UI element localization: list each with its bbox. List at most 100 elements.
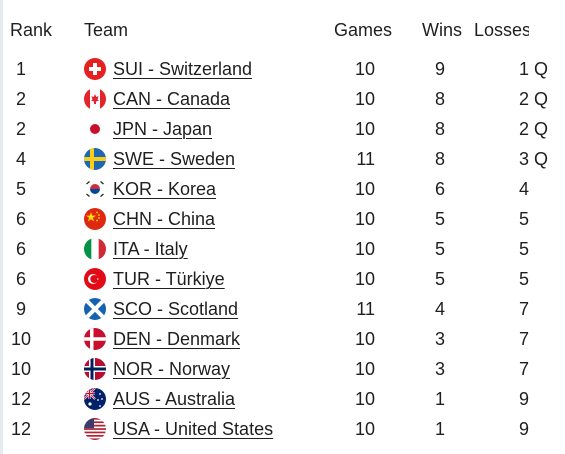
table-row: 12 USA - United States 10 1 9: [0, 414, 560, 444]
wins-cell: 6: [434, 178, 445, 199]
wins-cell: 1: [434, 388, 445, 409]
team-link[interactable]: USA - United States: [113, 418, 274, 439]
wins-cell: 8: [434, 148, 445, 169]
table-row: 4 SWE - Sweden 11 8 3 Q: [0, 144, 560, 174]
wins-cell: 9: [434, 58, 445, 79]
losses-cell: 5: [518, 238, 529, 259]
games-cell: 10: [354, 238, 375, 259]
losses-cell: 2: [518, 88, 529, 109]
qualified-badge: [529, 264, 560, 294]
wins-cell: 5: [434, 208, 445, 229]
team-cell: SWE - Sweden: [82, 144, 322, 174]
team-link[interactable]: CHN - China: [113, 208, 216, 229]
table-row: 12 AUS - Australia 10 1 9: [0, 384, 560, 414]
games-cell: 11: [356, 148, 375, 169]
team-cell: NOR - Norway: [82, 354, 322, 384]
table-row: 2 JPN - Japan 10 8 2 Q: [0, 114, 560, 144]
rank-cell: 6: [15, 268, 26, 289]
wins-cell: 5: [434, 268, 445, 289]
team-link[interactable]: ITA - Italy: [113, 238, 188, 259]
rank-cell: 2: [15, 88, 26, 109]
qualified-badge: [529, 204, 560, 234]
table-row: 6 ITA - Italy 10 5 5: [0, 234, 560, 264]
team-cell: JPN - Japan: [82, 114, 322, 144]
team-cell: SUI - Switzerland: [82, 54, 322, 84]
rank-cell: 2: [15, 118, 26, 139]
losses-cell: 9: [518, 418, 529, 439]
table-row: 9 SCO - Scotland 11 4 7: [0, 294, 560, 324]
qualified-badge: [529, 234, 560, 264]
games-cell: 10: [354, 418, 375, 439]
table-row: 6 CHN - China 10 5 5: [0, 204, 560, 234]
qualified-badge: [529, 414, 560, 444]
table-row: 10 NOR - Norway 10 3 7: [0, 354, 560, 384]
losses-cell: 7: [518, 298, 529, 319]
games-cell: 10: [354, 358, 375, 379]
games-cell: 10: [354, 88, 375, 109]
usa-flag-icon: [84, 418, 106, 440]
qualified-badge: [529, 354, 560, 384]
australia-flag-icon: [84, 388, 106, 410]
team-cell: ITA - Italy: [82, 234, 322, 264]
team-cell: USA - United States: [82, 414, 322, 444]
china-flag-icon: [84, 208, 106, 230]
qualified-badge: Q: [533, 88, 548, 109]
wins-cell: 1: [434, 418, 445, 439]
table-row: 2 CAN - Canada 10 8 2 Q: [0, 84, 560, 114]
qualified-badge: [529, 324, 560, 354]
wins-cell: 4: [434, 298, 445, 319]
wins-cell: 3: [434, 358, 445, 379]
losses-cell: 5: [518, 208, 529, 229]
scotland-flag-icon: [84, 298, 106, 320]
team-link[interactable]: TUR - Türkiye: [113, 268, 225, 289]
team-header: Team: [84, 20, 129, 40]
table-row: 10 DEN - Denmark 10 3 7: [0, 324, 560, 354]
team-link[interactable]: JPN - Japan: [113, 118, 213, 139]
games-cell: 10: [354, 208, 375, 229]
games-header: Games: [333, 20, 392, 40]
wins-cell: 3: [434, 328, 445, 349]
team-cell: DEN - Denmark: [82, 324, 322, 354]
team-link[interactable]: NOR - Norway: [113, 358, 231, 379]
rank-header: Rank: [10, 20, 53, 40]
canada-flag-icon: [84, 88, 106, 110]
rank-cell: 4: [15, 148, 26, 169]
team-link[interactable]: KOR - Korea: [113, 178, 217, 199]
games-cell: 10: [354, 118, 375, 139]
japan-flag-icon: [84, 118, 106, 140]
team-link[interactable]: SWE - Sweden: [113, 148, 236, 169]
denmark-flag-icon: [84, 328, 106, 350]
norway-flag-icon: [84, 358, 106, 380]
losses-cell: 2: [518, 118, 529, 139]
wins-cell: 8: [434, 118, 445, 139]
korea-flag-icon: [84, 178, 106, 200]
table-row: 6 TUR - Türkiye 10 5 5: [0, 264, 560, 294]
losses-cell: 9: [518, 388, 529, 409]
games-cell: 10: [354, 268, 375, 289]
italy-flag-icon: [84, 238, 106, 260]
losses-cell: 3: [518, 148, 529, 169]
rank-cell: 10: [10, 328, 32, 349]
team-cell: CHN - China: [82, 204, 322, 234]
rank-cell: 1: [15, 58, 26, 79]
table-row: 1 SUI - Switzerland 10 9 1 Q: [0, 54, 560, 84]
team-cell: TUR - Türkiye: [82, 264, 322, 294]
rank-cell: 6: [15, 208, 26, 229]
rank-cell: 9: [15, 298, 26, 319]
games-cell: 11: [356, 298, 375, 319]
team-link[interactable]: DEN - Denmark: [113, 328, 241, 349]
table-row: 5 KOR - Korea 10 6 4: [0, 174, 560, 204]
team-link[interactable]: SUI - Switzerland: [113, 58, 253, 79]
standings-table: Rank Team Games Wins Losses 1 SUI - Switz…: [0, 14, 560, 444]
team-link[interactable]: CAN - Canada: [113, 88, 231, 109]
wins-header: Wins: [422, 20, 462, 40]
team-link[interactable]: SCO - Scotland: [113, 298, 239, 319]
qualified-badge: [529, 384, 560, 414]
rank-cell: 12: [10, 418, 32, 439]
games-cell: 10: [354, 388, 375, 409]
team-link[interactable]: AUS - Australia: [113, 388, 236, 409]
qualified-badge: Q: [533, 118, 548, 139]
games-cell: 10: [354, 58, 375, 79]
team-cell: AUS - Australia: [82, 384, 322, 414]
team-cell: CAN - Canada: [82, 84, 322, 114]
